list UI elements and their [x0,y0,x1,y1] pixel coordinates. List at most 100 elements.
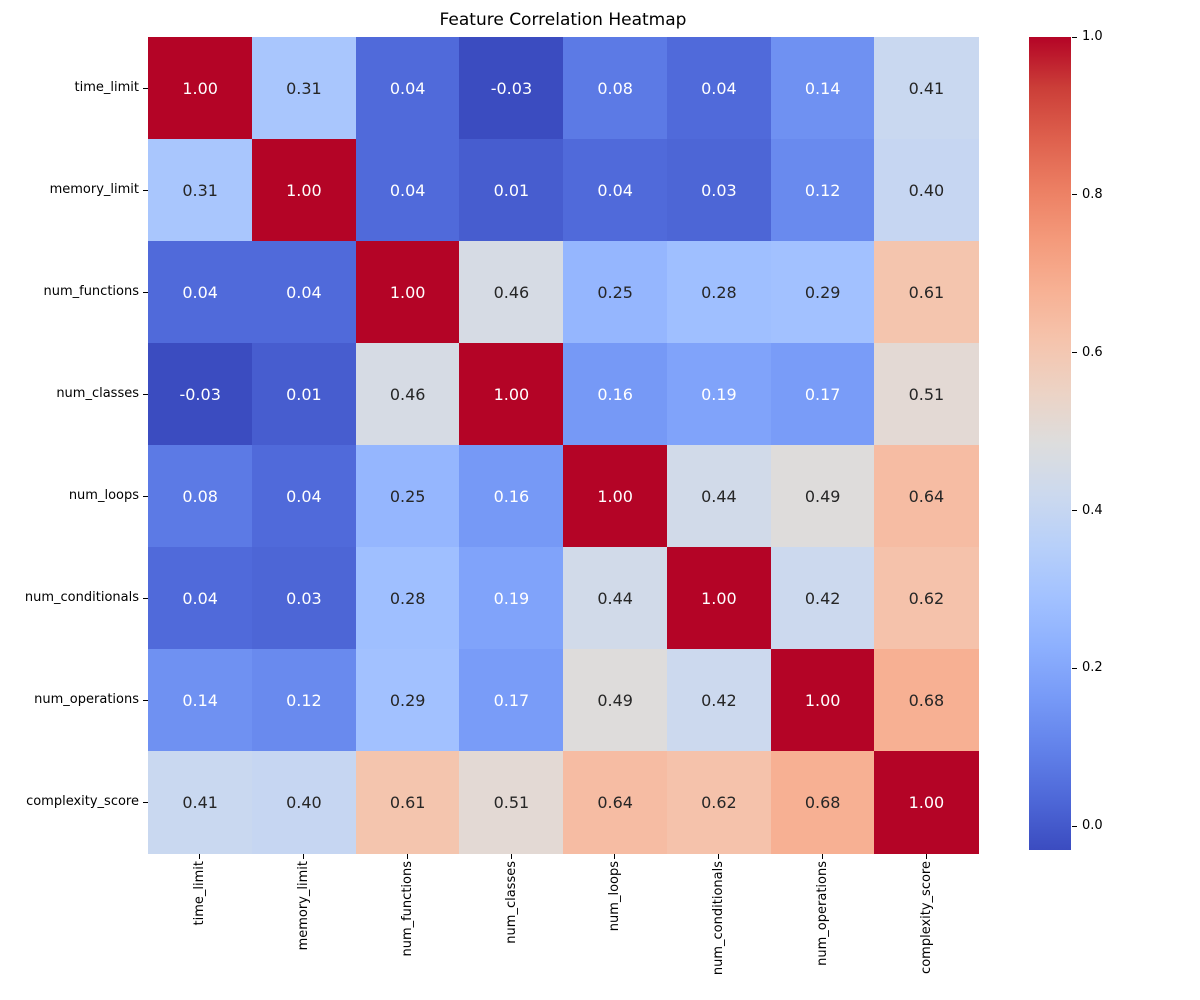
heatmap-cell: 0.51 [459,751,564,854]
x-tick-mark [614,853,616,859]
cell-value: 0.03 [286,588,322,608]
cell-value: 0.25 [389,486,426,506]
cell-value: 0.04 [701,78,737,98]
heatmap-cell: 0.03 [251,547,357,650]
cell-value: 1.00 [804,690,841,710]
heatmap-cell: 0.12 [770,139,875,242]
cell-value: -0.03 [490,78,533,98]
y-tick-label: num_operations [34,692,139,707]
cell-value: 0.12 [804,180,841,200]
heatmap-cell: 0.14 [770,37,875,140]
heatmap-cell: 0.04 [355,139,460,242]
x-tick-label: complexity_score [918,861,934,974]
heatmap-cell: 0.68 [874,649,979,752]
cell-value: 1.00 [389,282,426,302]
cell-value: 0.19 [493,588,530,608]
x-tick-mark [510,853,512,859]
cell-value: 0.61 [908,282,945,302]
heatmap-cell: 0.40 [251,751,357,854]
heatmap-cell: 1.00 [770,649,875,752]
colorbar-tick-mark [1072,667,1077,669]
heatmap-cell: 0.41 [874,37,979,140]
heatmap-cell: 0.04 [251,445,357,548]
cell-value: 0.46 [493,282,530,302]
heatmap-cell: 0.29 [355,649,460,752]
heatmap-cell: 0.16 [459,445,564,548]
cell-value: 0.49 [597,690,633,710]
y-tick-label: time_limit [74,80,139,95]
y-tick-label: complexity_score [26,794,139,809]
heatmap-cell: 0.29 [770,241,875,344]
heatmap-cell: 0.61 [355,751,460,854]
heatmap-cell: 0.41 [148,751,253,854]
cell-value: 0.31 [182,180,218,200]
cell-value: 0.31 [286,78,322,98]
colorbar-tick-label: 1.0 [1082,29,1103,44]
x-tick-label: time_limit [192,861,208,926]
heatmap-cell: 0.14 [148,649,253,752]
heatmap-cell: 1.00 [874,751,979,854]
cell-value: 0.04 [286,486,322,506]
heatmap-cell: 0.61 [874,241,979,344]
cell-value: 0.28 [389,588,426,608]
cell-value: 0.64 [597,792,633,812]
cell-value: 1.00 [182,78,218,98]
heatmap-cell: 0.25 [355,445,460,548]
cell-value: 0.04 [389,180,426,200]
heatmap-cell: 0.31 [148,139,253,242]
x-tick-label: num_functions [399,861,415,957]
colorbar-tick-label: 0.4 [1082,502,1103,518]
cell-value: 0.28 [701,282,737,302]
cell-value: 0.68 [804,792,841,812]
heatmap-cell: 0.04 [148,547,253,650]
cell-value: 0.14 [804,78,841,98]
heatmap-cell: 0.04 [666,37,772,140]
cell-value: 1.00 [597,486,633,506]
heatmap-cell: 0.42 [666,649,772,752]
heatmap-cell: 0.42 [770,547,875,650]
heatmap-cell: 0.12 [251,649,357,752]
cell-value: 0.19 [701,384,737,404]
cell-value: 0.04 [286,282,322,302]
heatmap-cell: 0.16 [563,343,668,446]
cell-value: 1.00 [286,180,322,200]
cell-value: 0.62 [908,588,945,608]
cell-value: 0.51 [908,384,945,404]
cell-value: 0.03 [701,180,737,200]
heatmap-cell: 0.31 [251,37,357,140]
heatmap-cell: 0.28 [666,241,772,344]
cell-value: 0.17 [493,690,530,710]
heatmap-cell: 0.40 [874,139,979,242]
colorbar-tick-label: 0.0 [1082,818,1103,834]
x-tick-label: num_loops [607,861,623,932]
cell-value: 0.12 [286,690,322,710]
cell-value: 0.44 [597,588,633,608]
cell-value: 0.04 [182,282,218,302]
heatmap-grid: 1.00 0.31 0.04 -0.03 0.08 0.04 0.14 0.41 0.31 1.0… [148,37,979,854]
colorbar-tick-mark [1072,825,1077,827]
colorbar-tick-mark [1072,352,1077,354]
cell-value: 0.61 [389,792,426,812]
heatmap-cell: 0.62 [666,751,772,854]
heatmap-cell: 0.01 [251,343,357,446]
cell-value: 0.42 [701,690,737,710]
heatmap-cell: 0.64 [874,445,979,548]
colorbar-tick-mark [1072,36,1077,38]
heatmap-cell: 1.00 [459,343,564,446]
y-tick-label: num_classes [56,386,139,401]
cell-value: 0.64 [908,486,945,506]
heatmap-cell: 0.62 [874,547,979,650]
cell-value: -0.03 [179,384,221,404]
colorbar-gradient [1029,37,1071,850]
x-tick-mark [303,853,305,859]
heatmap-cell: 0.04 [251,241,357,344]
cell-value: 0.41 [182,792,218,812]
x-tick-label: num_classes [503,861,519,944]
heatmap-cell: 0.04 [563,139,668,242]
cell-value: 0.01 [493,180,530,200]
heatmap-cell: 0.08 [148,445,253,548]
cell-value: 0.08 [597,78,633,98]
cell-value: 0.44 [701,486,737,506]
cell-value: 0.04 [597,180,633,200]
